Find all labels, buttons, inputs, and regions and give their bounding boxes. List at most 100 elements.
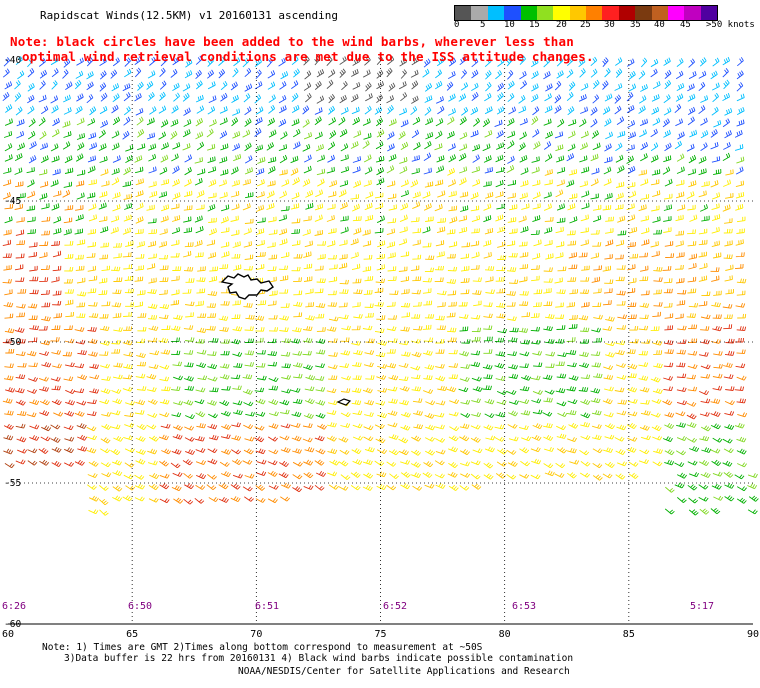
wind-barb xyxy=(242,129,251,138)
wind-barb xyxy=(605,228,614,234)
wind-barb xyxy=(530,313,540,319)
wind-barb xyxy=(590,56,598,67)
wind-barb xyxy=(39,386,49,392)
wind-barb xyxy=(483,336,493,342)
wind-barb xyxy=(148,435,159,442)
wind-barb xyxy=(411,386,422,392)
wind-barb xyxy=(532,215,541,223)
wind-barb xyxy=(676,82,685,91)
wind-barb xyxy=(305,190,314,198)
wind-barb xyxy=(747,509,758,515)
wind-barb xyxy=(148,497,159,503)
wind-barb xyxy=(507,155,515,164)
legend-swatch xyxy=(471,6,488,20)
wind-barb xyxy=(338,485,349,491)
wind-barb xyxy=(112,204,121,212)
wind-barb xyxy=(639,252,649,258)
wind-barb xyxy=(75,205,84,211)
wind-barb xyxy=(724,424,735,430)
wind-barb xyxy=(158,241,168,248)
wind-barb xyxy=(173,497,184,504)
wind-barb xyxy=(375,400,386,406)
wind-barb xyxy=(14,327,25,333)
wind-barb xyxy=(400,471,411,478)
wind-barb xyxy=(305,202,314,210)
wind-barb xyxy=(134,409,145,415)
wind-barb xyxy=(425,424,436,431)
wind-barb xyxy=(327,400,338,406)
wind-barb xyxy=(662,166,671,175)
wind-barb xyxy=(112,93,120,103)
wind-barb xyxy=(446,229,456,235)
wind-barb xyxy=(16,338,26,344)
wind-barb xyxy=(340,166,350,174)
wind-barb xyxy=(556,433,567,439)
wind-barb xyxy=(279,190,288,199)
wind-barb xyxy=(508,364,519,370)
wind-barb xyxy=(735,180,745,188)
wind-barb xyxy=(566,69,574,79)
wind-barb xyxy=(195,80,203,90)
wind-barb xyxy=(196,141,205,151)
wind-barb xyxy=(386,228,396,236)
wind-barb xyxy=(675,214,684,222)
wind-barb xyxy=(580,435,591,441)
wind-barb xyxy=(519,118,528,126)
wind-barb xyxy=(494,119,503,128)
wind-barb xyxy=(748,495,759,502)
wind-barb xyxy=(664,313,674,319)
wind-barb xyxy=(76,277,86,284)
measurement-time-label: 5:17 xyxy=(690,601,714,612)
wind-barb xyxy=(460,364,470,369)
wind-barb xyxy=(124,68,132,78)
wind-barb xyxy=(100,168,109,176)
wind-barb xyxy=(280,303,290,308)
wind-barb xyxy=(376,69,384,79)
wind-barb xyxy=(712,57,720,67)
wind-barb xyxy=(688,324,698,330)
wind-barb xyxy=(159,228,168,235)
wind-barb xyxy=(362,266,372,272)
wind-barb xyxy=(411,155,420,162)
wind-barb xyxy=(700,398,711,404)
wind-barb xyxy=(375,156,385,163)
wind-barb xyxy=(449,426,460,432)
wind-barb xyxy=(460,265,470,272)
legend-label: 45 xyxy=(680,20,691,30)
wind-barb xyxy=(615,154,624,163)
wind-barb xyxy=(101,265,110,272)
wind-barb xyxy=(626,422,637,429)
wind-barb xyxy=(207,458,218,465)
wind-barb xyxy=(170,68,178,78)
wind-barb xyxy=(327,290,337,296)
wind-barb xyxy=(196,288,206,294)
wind-barb xyxy=(543,435,554,441)
wind-barb xyxy=(99,156,108,163)
wind-barb xyxy=(314,459,325,466)
wind-barb xyxy=(352,423,363,429)
wind-barb xyxy=(724,218,733,224)
wind-barb xyxy=(89,388,100,394)
wind-barb xyxy=(340,106,349,115)
wind-barb xyxy=(89,106,97,116)
wind-barb xyxy=(99,325,110,332)
wind-barb xyxy=(110,266,121,272)
wind-barb xyxy=(62,351,73,357)
wind-barb xyxy=(506,164,515,173)
wind-barb xyxy=(29,435,40,441)
wind-barb xyxy=(148,181,157,188)
wind-barb xyxy=(88,509,99,515)
wind-barb xyxy=(134,474,145,480)
wind-barb xyxy=(39,277,49,282)
wind-barb xyxy=(266,142,275,151)
wind-barb xyxy=(172,142,181,150)
wind-barb xyxy=(448,374,458,379)
wind-barb xyxy=(568,264,578,270)
wind-barb xyxy=(543,71,551,80)
measurement-time-label: 6:50 xyxy=(128,601,152,612)
ops-note-line1: Note: black circles have been added to t… xyxy=(10,34,574,49)
wind-barb xyxy=(206,325,216,331)
wind-barb xyxy=(375,141,384,150)
wind-barb xyxy=(292,128,301,138)
wind-barb xyxy=(208,95,217,104)
